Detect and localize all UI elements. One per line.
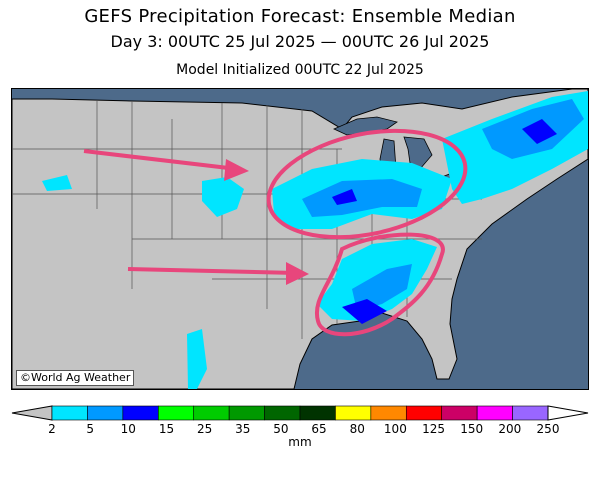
units-label: mm (288, 435, 312, 449)
colorbar-tick-label: 250 (536, 422, 560, 436)
map-svg (12, 89, 588, 389)
colorbar-bin (228, 405, 265, 421)
colorbar-bin (370, 405, 407, 421)
colorbar-bin (405, 405, 443, 421)
colorbar-tick-label: 125 (422, 422, 445, 436)
colorbar-bin (87, 405, 124, 421)
colorbar-bin (476, 405, 513, 421)
arrow-southern-plains (127, 267, 298, 275)
arrow-plains-head (224, 159, 249, 181)
model-init: Model Initialized 00UTC 22 Jul 2025 (176, 62, 424, 78)
precip-map: ©World Ag Weather (11, 88, 589, 390)
colorbar-tick-label: 200 (498, 422, 522, 436)
credit-label: ©World Ag Weather (16, 370, 135, 386)
colorbar-tick-label: 5 (86, 422, 94, 436)
colorbar-tick-label: 150 (460, 422, 484, 436)
colorbar-tick-label: 15 (158, 422, 175, 436)
colorbar-tick-label: 80 (349, 422, 365, 436)
arrow-plains (83, 149, 238, 171)
annotations (83, 128, 468, 337)
colorbar-bin (512, 405, 549, 421)
colorbar-bin (299, 405, 336, 421)
colorbar-bin (264, 405, 301, 421)
arrow-southern-plains-head (286, 262, 309, 285)
colorbar-tick-label: 100 (383, 422, 407, 436)
forecast-period: Day 3: 00UTC 25 Jul 2025 — 00UTC 26 Jul … (110, 32, 490, 51)
chart-title: GEFS Precipitation Forecast: Ensemble Me… (84, 6, 516, 27)
colorbar-tick-label: 35 (235, 422, 251, 436)
colorbar-bin (193, 405, 230, 421)
colorbar-tick-label: 50 (273, 422, 289, 436)
colorbar-bin (441, 405, 478, 421)
colorbar-tick-label: 65 (311, 422, 327, 436)
colorbar-bin (157, 405, 195, 421)
colorbar-bin (335, 405, 372, 421)
precip-field (42, 91, 588, 389)
colorbar-under (11, 405, 53, 421)
circle-midwest-greatlakes (266, 128, 468, 240)
colorbar (11, 405, 589, 421)
colorbar-tick-label: 10 (120, 422, 136, 436)
circle-southeast-gulf (314, 232, 445, 337)
colorbar-over (547, 405, 589, 421)
colorbar-tick-label: 2 (48, 422, 56, 436)
colorbar-tick-label: 25 (196, 422, 213, 436)
colorbar-bin (122, 405, 159, 421)
colorbar-bin (51, 405, 88, 421)
